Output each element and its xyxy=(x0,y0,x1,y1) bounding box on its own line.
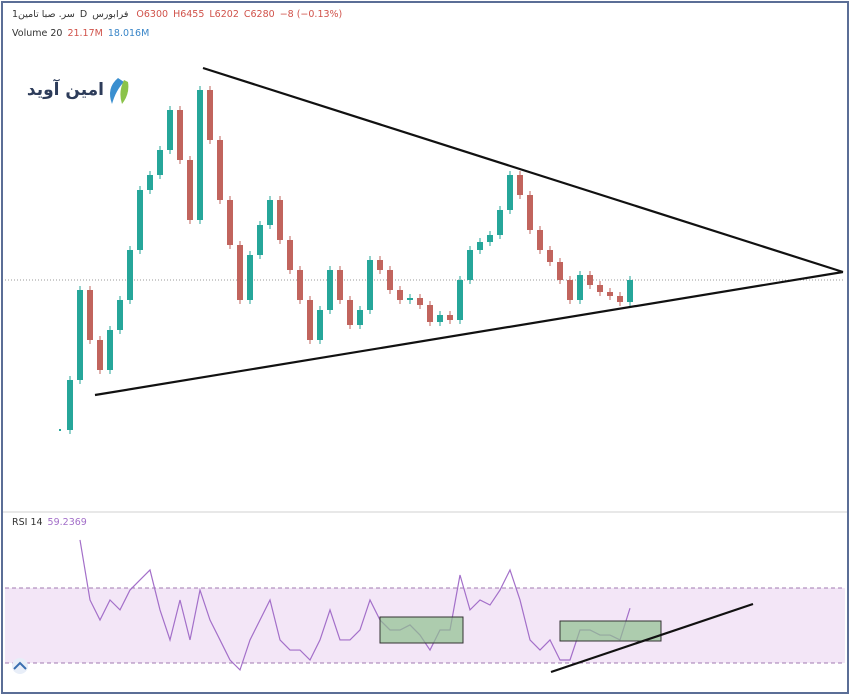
candle xyxy=(557,262,563,280)
candle xyxy=(457,280,463,320)
candle xyxy=(447,315,453,320)
candle xyxy=(77,290,83,380)
candle xyxy=(267,200,273,225)
candle xyxy=(507,175,513,210)
candle xyxy=(277,200,283,240)
candle xyxy=(567,280,573,300)
candle xyxy=(477,242,483,250)
candle xyxy=(627,280,633,302)
candle xyxy=(317,310,323,340)
candle xyxy=(197,90,203,220)
highlight-box xyxy=(379,616,464,644)
candle xyxy=(617,296,623,302)
candle xyxy=(257,225,263,255)
candle xyxy=(397,290,403,300)
candle xyxy=(537,230,543,250)
candle xyxy=(417,298,423,305)
candle xyxy=(137,190,143,250)
exchange: فرابورس xyxy=(92,9,129,20)
low: L6202 xyxy=(209,9,239,20)
candle xyxy=(547,250,553,262)
candle xyxy=(87,290,93,340)
candle xyxy=(347,300,353,325)
symbol-header: سر. صبا تامین1D فرابورس O6300 H6455 L6202 C6… xyxy=(12,9,347,20)
high: H6455 xyxy=(173,9,205,20)
candle xyxy=(517,175,523,195)
trend-line xyxy=(94,270,844,397)
candle xyxy=(167,110,173,150)
candle xyxy=(59,429,61,431)
candle xyxy=(287,240,293,270)
highlight-box xyxy=(559,620,662,642)
candle xyxy=(187,160,193,220)
nav-icon[interactable] xyxy=(12,658,28,674)
candle xyxy=(527,195,533,230)
close: C6280 xyxy=(243,9,275,20)
candle xyxy=(497,210,503,235)
change: −8 (−0.13%) xyxy=(279,9,343,20)
candle xyxy=(237,245,243,300)
trend-line xyxy=(202,66,844,274)
volume-legend: Volume 20 21.17M 18.016M xyxy=(12,28,154,39)
candle xyxy=(387,270,393,290)
volume-value: 21.17M xyxy=(67,28,103,39)
candle xyxy=(147,175,153,190)
symbol: سر. صبا تامین xyxy=(18,9,75,20)
candle xyxy=(607,292,613,296)
candle xyxy=(577,275,583,300)
open: O6300 xyxy=(136,9,169,20)
logo: امین آوید xyxy=(27,78,129,104)
candle xyxy=(127,250,133,300)
candle xyxy=(217,140,223,200)
candle xyxy=(467,250,473,280)
candle xyxy=(307,300,313,340)
candle xyxy=(357,310,363,325)
candle xyxy=(437,315,443,322)
rsi-line xyxy=(79,539,631,672)
candle xyxy=(327,270,333,310)
volume-label: Volume 20 xyxy=(12,28,63,39)
candle xyxy=(297,270,303,300)
candle xyxy=(377,260,383,270)
rsi-title: RSI 14 xyxy=(12,517,43,528)
volume-ma: 18.016M xyxy=(107,28,150,39)
interval: 1D xyxy=(12,9,88,20)
logo-text: امین آوید xyxy=(27,78,104,100)
candle xyxy=(247,255,253,300)
candle xyxy=(487,235,493,242)
candle xyxy=(367,260,373,310)
candle xyxy=(67,380,73,430)
candle xyxy=(427,305,433,322)
candle xyxy=(407,298,413,300)
candle xyxy=(337,270,343,300)
candle xyxy=(587,275,593,285)
candle xyxy=(207,90,213,140)
candle xyxy=(597,285,603,292)
rsi-value: 59.2369 xyxy=(47,517,87,528)
candle xyxy=(227,200,233,245)
candle xyxy=(157,150,163,175)
trend-line xyxy=(550,602,754,674)
candle xyxy=(107,330,113,370)
candle xyxy=(177,110,183,160)
candle xyxy=(97,340,103,370)
rsi-legend: RSI 14 59.2369 xyxy=(12,517,92,528)
candle xyxy=(117,300,123,330)
